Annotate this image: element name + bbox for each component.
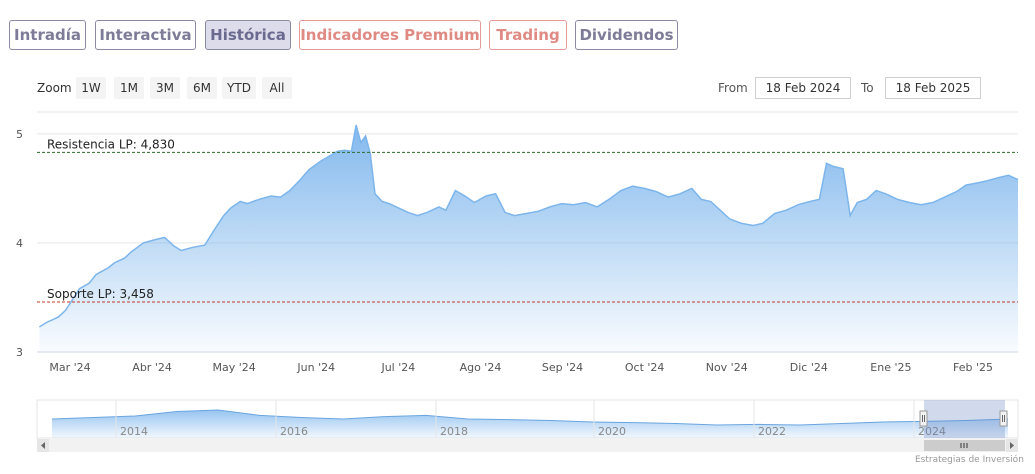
navigator-year-label: 2018 bbox=[440, 425, 468, 438]
navigator-line bbox=[51, 409, 1009, 426]
scrollbar-track bbox=[37, 439, 1018, 452]
x-tick-label: Abr '24 bbox=[132, 361, 172, 374]
x-tick-label: Ene '25 bbox=[870, 361, 911, 374]
tab-intradia[interactable]: Intradía bbox=[9, 20, 86, 50]
x-tick-label: May '24 bbox=[213, 361, 256, 374]
zoom-3m-button[interactable]: 3M bbox=[150, 77, 180, 99]
to-label: To bbox=[861, 81, 874, 95]
series-line bbox=[39, 124, 1019, 328]
x-tick-label: Dic '24 bbox=[790, 361, 828, 374]
x-tick-label: Sep '24 bbox=[542, 361, 583, 374]
x-tick-label: Nov '24 bbox=[706, 361, 748, 374]
y-tick-label: 4 bbox=[16, 237, 23, 250]
x-tick-label: Oct '24 bbox=[625, 361, 665, 374]
x-tick-label: Feb '25 bbox=[953, 361, 993, 374]
navigator-year-label: 2014 bbox=[120, 425, 148, 438]
tab-indicadores-premium[interactable]: Indicadores Premium bbox=[299, 20, 481, 50]
navigator-selection bbox=[924, 400, 1005, 438]
scrollbar-right-button bbox=[1006, 439, 1018, 452]
navigator-handle-left bbox=[919, 410, 928, 427]
arrow-right-icon bbox=[1010, 442, 1014, 449]
navigator-year-label: 2024 bbox=[918, 425, 946, 438]
x-tick-label: Mar '24 bbox=[49, 361, 90, 374]
navigator-area bbox=[52, 410, 1008, 438]
zoom-6m-button[interactable]: 6M bbox=[187, 77, 217, 99]
tab-historica[interactable]: Histórica bbox=[205, 20, 291, 50]
zoom-label: Zoom bbox=[37, 81, 72, 95]
scrollbar-thumb bbox=[924, 440, 1005, 451]
tab-trading[interactable]: Trading bbox=[489, 20, 567, 50]
tab-dividendos[interactable]: Dividendos bbox=[575, 20, 678, 50]
navigator-frame bbox=[36, 399, 1019, 439]
to-date-input[interactable]: 18 Feb 2025 bbox=[885, 77, 981, 99]
y-tick-label: 3 bbox=[16, 346, 23, 359]
from-label: From bbox=[718, 81, 748, 95]
zoom-1m-button[interactable]: 1M bbox=[114, 77, 144, 99]
navigator-year-label: 2020 bbox=[598, 425, 626, 438]
zoom-ytd-button[interactable]: YTD bbox=[222, 77, 256, 99]
tab-interactiva[interactable]: Interactiva bbox=[95, 20, 196, 50]
navigator-year-label: 2016 bbox=[280, 425, 308, 438]
navigator-handle-right bbox=[999, 410, 1008, 427]
from-date-input[interactable]: 18 Feb 2024 bbox=[755, 77, 851, 99]
scrollbar-left-button bbox=[37, 439, 49, 452]
x-tick-label: Ago '24 bbox=[460, 361, 502, 374]
x-tick-label: Jul '24 bbox=[380, 361, 415, 374]
zoom-1w-button[interactable]: 1W bbox=[76, 77, 106, 99]
navigator-year-label: 2022 bbox=[758, 425, 786, 438]
arrow-left-icon bbox=[41, 442, 45, 449]
support-label: Soporte LP: 3,458 bbox=[47, 287, 154, 301]
x-tick-label: Jun '24 bbox=[296, 361, 335, 374]
series-area bbox=[39, 125, 1018, 352]
credit-text: Estrategias de Inversión bbox=[915, 455, 1024, 465]
resistance-label: Resistencia LP: 4,830 bbox=[47, 137, 175, 151]
zoom-all-button[interactable]: All bbox=[262, 77, 292, 99]
y-tick-label: 5 bbox=[16, 128, 23, 141]
